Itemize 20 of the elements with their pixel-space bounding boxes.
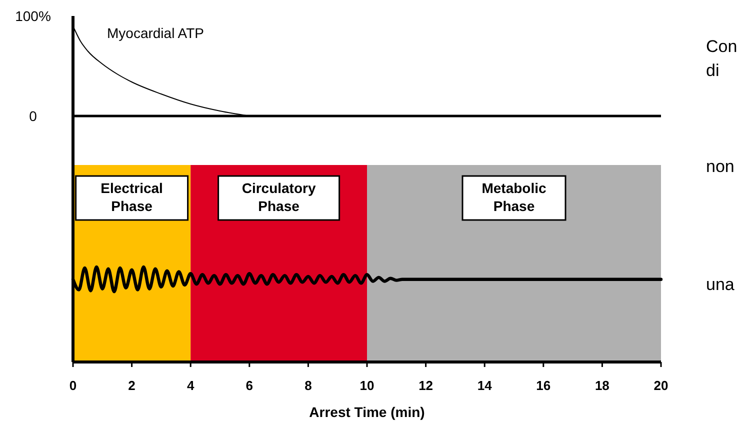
x-tick-label: 20 (654, 378, 668, 393)
x-tick-label: 0 (69, 378, 77, 393)
x-tick-label: 8 (304, 378, 312, 393)
x-tick-label: 16 (536, 378, 551, 393)
band-label: Electrical Phase (100, 180, 163, 214)
x-tick-label: 18 (594, 378, 610, 393)
text: Con di (706, 37, 738, 80)
x-axis-title: Arrest Time (min) (309, 404, 425, 420)
x-tick-label: 4 (186, 378, 195, 393)
x-tick-label: 6 (246, 378, 254, 393)
y-tick-label: 100% (15, 8, 51, 24)
band-label: Circulatory Phase (242, 180, 316, 214)
x-tick-label: 12 (418, 378, 434, 393)
x-tick-label: 2 (128, 378, 136, 393)
x-tick-label: 14 (477, 378, 493, 393)
text: una (706, 275, 735, 294)
series-label: Myocardial ATP (107, 25, 204, 41)
band-label: Metabolic Phase (482, 180, 546, 214)
x-tick-label: 10 (360, 378, 374, 393)
text: non (706, 157, 734, 176)
